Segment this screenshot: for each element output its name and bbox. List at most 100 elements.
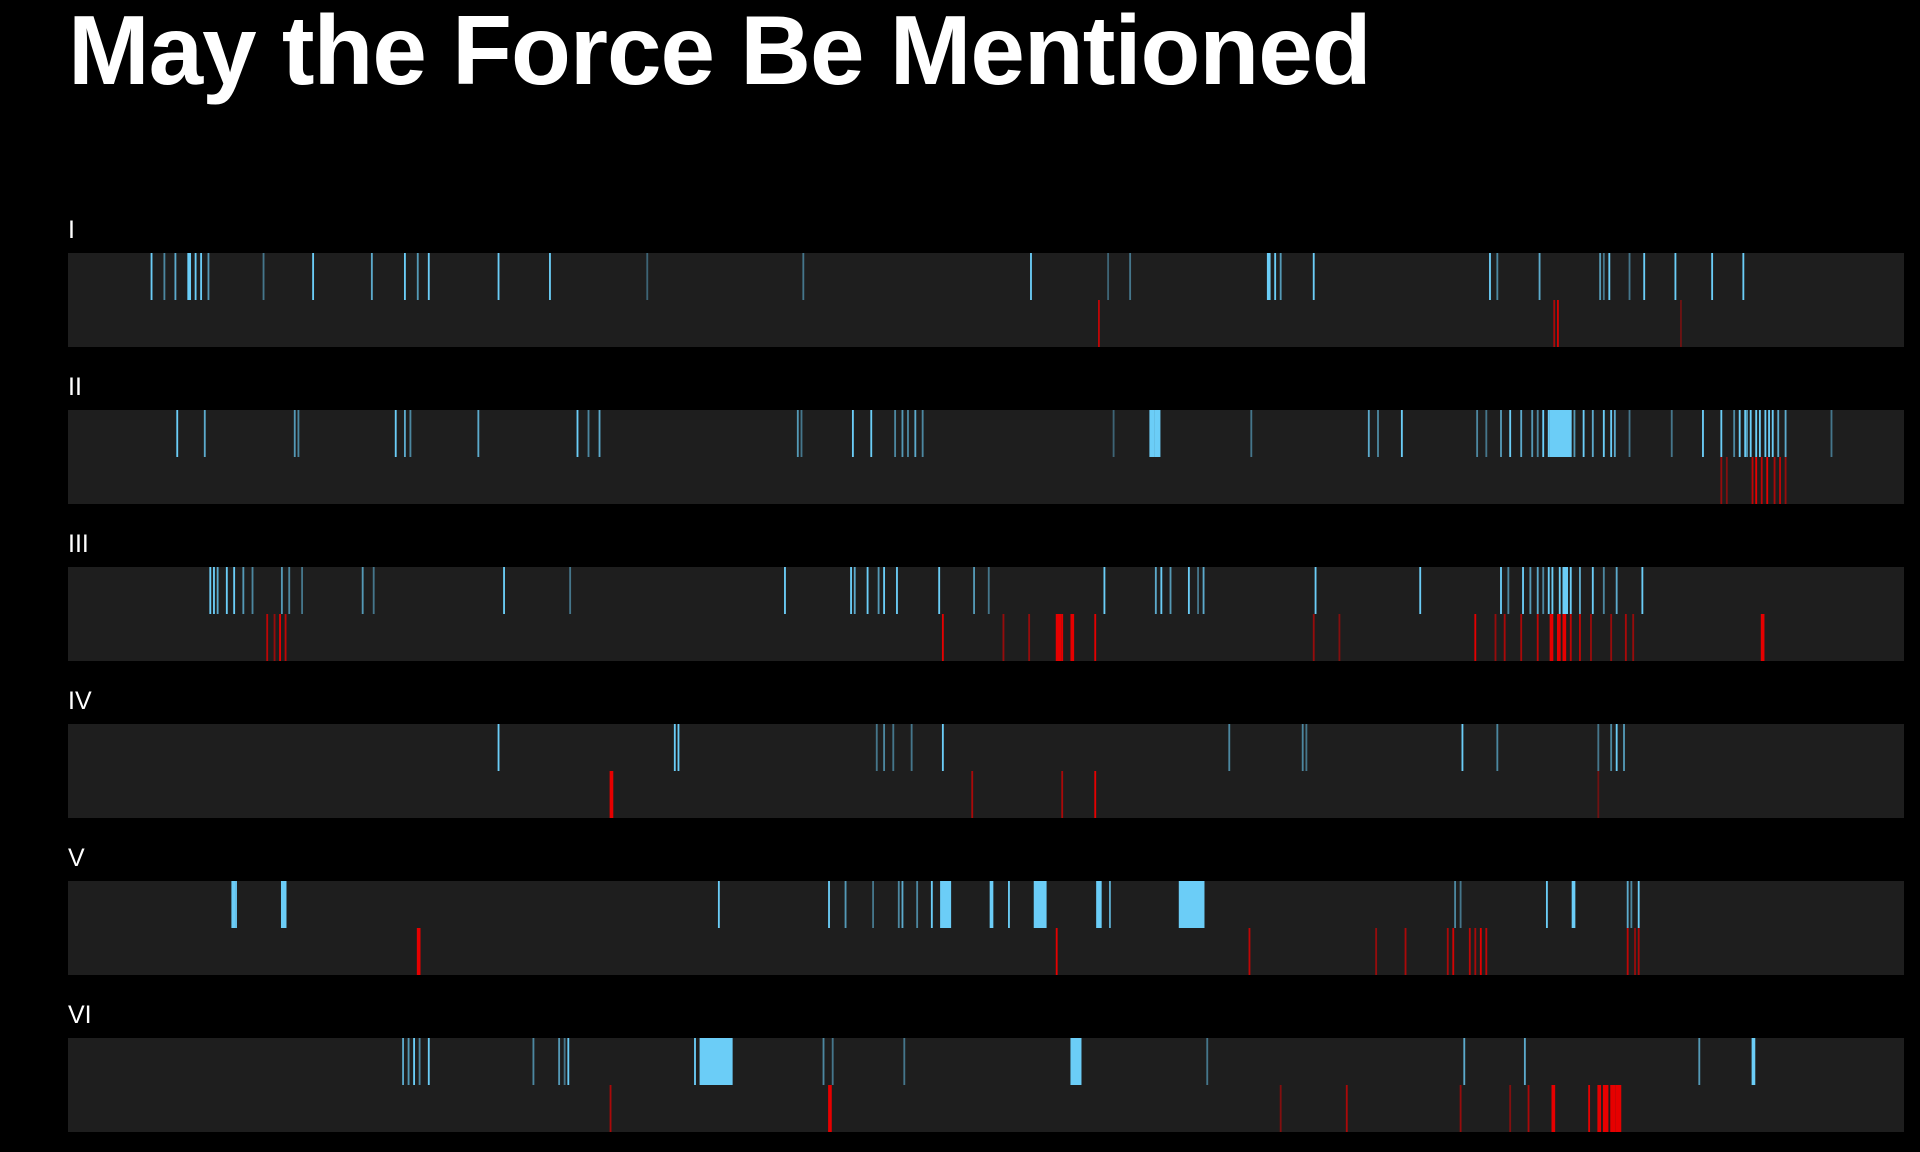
- dark-side-mention-mark: [1602, 1085, 1609, 1132]
- light-side-mention-mark: [1149, 410, 1155, 457]
- dark-side-mention-mark: [1634, 928, 1636, 975]
- dark-side-mention-mark: [1459, 1085, 1462, 1132]
- episode-track: [68, 881, 1904, 975]
- light-side-mention-mark: [901, 881, 904, 928]
- light-side-mention-mark: [225, 567, 228, 614]
- light-side-mention-mark: [312, 253, 315, 300]
- light-side-mention-mark: [1615, 724, 1618, 771]
- light-side-mention-mark: [1206, 1038, 1209, 1085]
- light-side-mention-mark: [558, 1038, 561, 1085]
- dark-side-mention-mark: [1452, 928, 1455, 975]
- light-side-mention-mark: [1670, 410, 1673, 457]
- dark-side-mention-mark: [279, 614, 281, 661]
- light-side-mention-mark: [1674, 253, 1677, 300]
- light-side-mention-mark: [1154, 567, 1157, 614]
- light-side-mention-mark: [370, 253, 373, 300]
- light-side-mention-mark: [677, 724, 680, 771]
- light-side-mention-mark: [1630, 881, 1633, 928]
- light-side-mention-mark: [1160, 567, 1163, 614]
- light-side-mention-mark: [587, 410, 590, 457]
- light-side-mention-mark: [403, 253, 406, 300]
- dark-side-mention-mark: [1551, 1085, 1556, 1132]
- dark-side-mention-mark: [1404, 928, 1407, 975]
- dark-side-mention-mark: [1590, 614, 1592, 661]
- light-side-mention-mark: [293, 410, 296, 457]
- light-side-mention-mark: [883, 567, 886, 614]
- dark-side-mention-mark: [1784, 457, 1787, 504]
- dark-side-mention-mark: [1474, 928, 1477, 975]
- light-side-mention-mark: [1551, 567, 1554, 614]
- light-side-mention-mark: [844, 881, 847, 928]
- dark-side-mention-mark: [1061, 614, 1064, 661]
- dark-side-mention-mark: [1312, 614, 1315, 661]
- light-side-mention-mark: [1274, 253, 1277, 300]
- light-side-mention-mark: [1542, 410, 1545, 457]
- light-side-mention-mark: [1301, 724, 1304, 771]
- dark-side-mention-mark: [1557, 614, 1561, 661]
- light-side-mention-mark: [563, 1038, 566, 1085]
- light-side-mention-mark: [1720, 410, 1723, 457]
- light-side-mention-mark: [1538, 253, 1541, 300]
- light-side-mention-mark: [1419, 567, 1422, 614]
- light-side-mention-mark: [1030, 253, 1032, 300]
- light-side-mention-mark: [394, 410, 397, 457]
- light-side-mention-mark: [1751, 1038, 1756, 1085]
- light-side-mention-mark: [1558, 567, 1561, 614]
- dark-side-mention-mark: [1345, 1085, 1348, 1132]
- dark-side-mention-mark: [1725, 457, 1728, 504]
- light-side-mention-mark: [1250, 410, 1253, 457]
- light-side-mention-mark: [1549, 410, 1572, 457]
- light-side-mention-mark: [831, 1038, 834, 1085]
- light-side-mention-mark: [1485, 410, 1488, 457]
- light-side-mention-mark: [1489, 253, 1491, 300]
- dark-side-mention-mark: [1338, 614, 1341, 661]
- light-side-mention-mark: [1602, 253, 1605, 300]
- light-side-mention-mark: [1610, 724, 1613, 771]
- light-side-mention-mark: [1764, 410, 1767, 457]
- dark-side-mention-mark: [828, 1085, 832, 1132]
- light-side-mention-mark: [1367, 410, 1370, 457]
- dark-side-mention-mark: [1002, 614, 1005, 661]
- light-side-mention-mark: [1602, 567, 1605, 614]
- light-side-mention-mark: [251, 567, 254, 614]
- dark-side-mention-mark: [1474, 614, 1477, 661]
- light-side-mention-mark: [699, 1038, 733, 1085]
- light-side-mention-mark: [418, 1038, 421, 1085]
- light-side-mention-mark: [1613, 410, 1616, 457]
- dark-side-mention-mark: [1094, 614, 1097, 661]
- light-side-mention-mark: [1571, 881, 1576, 928]
- dark-side-mention-mark: [1468, 928, 1471, 975]
- light-side-mention-mark: [866, 567, 869, 614]
- light-side-mention-mark: [576, 410, 579, 457]
- light-side-mention-mark: [1529, 567, 1532, 614]
- dark-side-mention-mark: [1760, 457, 1763, 504]
- dark-side-mention-mark: [1610, 1085, 1616, 1132]
- light-side-mention-mark: [1463, 1038, 1466, 1085]
- light-side-mention-mark: [1610, 410, 1613, 457]
- dark-side-mention-mark: [1494, 614, 1497, 661]
- light-side-mention-mark: [1169, 567, 1172, 614]
- light-side-mention-mark: [1496, 724, 1499, 771]
- light-side-mention-mark: [176, 410, 179, 457]
- light-side-mention-mark: [910, 724, 913, 771]
- dark-side-mention-mark: [1562, 614, 1567, 661]
- light-side-mention-mark: [567, 1038, 570, 1085]
- light-side-mention-mark: [1476, 410, 1479, 457]
- light-side-mention-mark: [409, 410, 412, 457]
- dark-side-mention-mark: [273, 614, 276, 661]
- light-side-mention-mark: [1784, 410, 1787, 457]
- light-side-mention-mark: [973, 567, 975, 614]
- dark-side-mention-mark: [1055, 928, 1058, 975]
- light-side-mention-mark: [532, 1038, 535, 1085]
- episode-track: [68, 1038, 1904, 1132]
- light-side-mention-mark: [1112, 410, 1115, 457]
- dark-side-mention-mark: [1766, 457, 1769, 504]
- light-side-mention-mark: [940, 881, 952, 928]
- dark-side-mention-mark: [1569, 614, 1572, 661]
- episode-label: I: [68, 216, 75, 244]
- light-side-mention-mark: [941, 724, 944, 771]
- light-side-mention-mark: [1522, 567, 1524, 614]
- light-side-mention-mark: [187, 253, 192, 300]
- episode-track: [68, 253, 1904, 347]
- dark-side-mention-mark: [941, 614, 944, 661]
